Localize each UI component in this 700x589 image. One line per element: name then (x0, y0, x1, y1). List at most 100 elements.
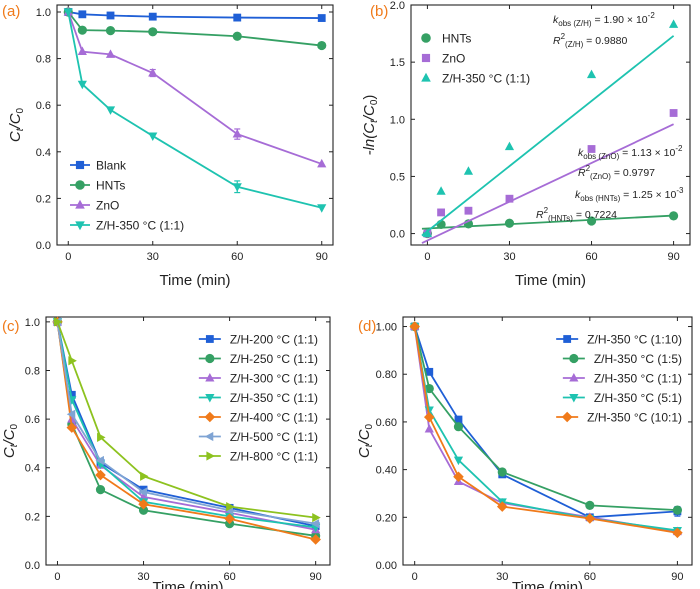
legend-item: HNTs (70, 179, 125, 193)
data-point (497, 467, 507, 477)
legend-marker (75, 160, 85, 170)
data-point (66, 409, 76, 419)
data-point (224, 513, 235, 525)
series-line (413, 326, 678, 512)
series-line (56, 321, 316, 541)
data-point (138, 487, 147, 497)
data-point (586, 69, 597, 79)
legend-label: Z/H-250 °C (1:1) (230, 352, 318, 366)
plot-frame (56, 4, 334, 246)
y-tick-label: 0.8 (36, 54, 51, 66)
data-point (423, 411, 435, 423)
legend-label: Z/H-350 °C (5:1) (594, 391, 682, 405)
series-line (67, 11, 323, 165)
y-axis-label: Ct/C0 (356, 423, 375, 458)
fit-annotation: kobs (HNTs) = 1.25 × 10-3 (575, 186, 684, 203)
legend-item: Z/H-500 °C (1:1) (198, 430, 318, 444)
data-point (67, 414, 77, 423)
data-point (232, 183, 242, 192)
data-point (138, 491, 149, 501)
legend-marker (421, 72, 431, 82)
series-line (56, 321, 316, 529)
data-point (317, 14, 326, 22)
data-point (77, 80, 87, 90)
x-axis-label: Time (min) (515, 272, 586, 289)
fit-annotation: R2(ZnO) = 0.9797 (578, 164, 655, 181)
legend-marker (561, 411, 573, 423)
x-tick-label: 90 (671, 571, 683, 583)
plot-frame (45, 316, 331, 566)
legend-item: Z/H-200 °C (1:1) (198, 333, 318, 347)
y-tick-label: 0.6 (36, 100, 51, 112)
legend-marker (421, 53, 431, 63)
data-point (585, 500, 595, 510)
legend-marker (421, 33, 431, 43)
data-point (95, 485, 106, 495)
y-tick-label: 1.00 (376, 322, 397, 334)
data-point (106, 11, 115, 20)
data-point (77, 46, 87, 56)
data-point (140, 471, 149, 481)
legend-item: Z/H-350 °C (1:10) (556, 333, 682, 347)
panel-label: (c) (2, 318, 20, 335)
data-point (310, 519, 320, 529)
data-point (95, 455, 104, 466)
data-point (672, 505, 683, 515)
fit-annotation: kobs (Z/H) = 1.90 × 10-2 (553, 11, 655, 28)
legend-label: Z/H-350 °C (1:1) (230, 391, 318, 405)
x-tick-label: 90 (316, 251, 328, 263)
legend-item: Z/H-350 °C (1:1) (198, 391, 318, 405)
x-axis-label: Time (min) (152, 579, 223, 589)
legend-item: Z/H-350 °C (1:1) (421, 72, 530, 86)
legend-item: Blank (70, 159, 127, 173)
legend-label: ZnO (442, 52, 465, 66)
legend-item: Z/H-250 °C (1:1) (198, 352, 318, 366)
plot-frame (402, 316, 693, 566)
x-tick-label: 0 (412, 571, 418, 583)
legend-item: HNTs (421, 32, 471, 46)
x-axis-label: Time (min) (512, 579, 583, 589)
legend: Z/H-200 °C (1:1) Z/H-250 °C (1:1) Z/H-300 … (198, 333, 318, 464)
x-tick-label: 90 (310, 571, 322, 583)
data-point (138, 505, 149, 515)
legend-marker (569, 353, 579, 364)
x-tick-label: 30 (137, 571, 149, 583)
x-tick-label: 60 (585, 251, 597, 263)
data-point (437, 208, 445, 217)
x-tick-label: 30 (147, 251, 159, 263)
legend-label: Z/H-300 °C (1:1) (230, 372, 318, 386)
panel-label: (a) (2, 3, 20, 20)
legend-label: Z/H-200 °C (1:1) (230, 333, 318, 347)
legend-item: Z/H-350 °C (1:5) (562, 352, 682, 366)
legend-marker (569, 394, 579, 403)
data-point (668, 19, 679, 28)
series-2 (52, 317, 321, 541)
legend-label: Z/H-350 °C (10:1) (587, 411, 682, 425)
data-point (424, 424, 434, 433)
data-point (310, 534, 321, 545)
y-tick-label: 0.8 (25, 365, 40, 377)
data-point (587, 145, 596, 153)
y-tick-label: 0.6 (25, 414, 40, 426)
legend-item: Z/H-350 °C (1:1) (562, 372, 682, 386)
data-point (453, 471, 464, 483)
data-point (317, 40, 327, 51)
legend-label: HNTs (96, 179, 125, 193)
data-point (584, 513, 596, 524)
legend-label: Z/H-350 °C (1:5) (594, 352, 682, 366)
data-point (226, 502, 235, 512)
fit-annotation: R2(HNTs) = 0.7224 (536, 206, 617, 223)
series-line (68, 11, 322, 19)
legend-label: Z/H-350 °C (1:1) (96, 219, 184, 233)
legend-marker (75, 180, 85, 190)
series-4 (63, 8, 327, 213)
data-point (232, 31, 242, 41)
x-tick-label: 30 (496, 571, 508, 583)
legend-label: Z/H-350 °C (1:10) (587, 333, 682, 347)
panel-d: 0 30 60 90 0.00 0.20 0.40 0.60 0.80 1.00 Time (min… (356, 316, 693, 589)
legend-label: Z/H-500 °C (1:1) (230, 430, 318, 444)
panel-label: (d) (358, 318, 376, 335)
legend-item: ZnO (70, 199, 119, 213)
data-point (54, 317, 63, 327)
legend-label: Z/H-350 °C (1:1) (442, 72, 530, 86)
